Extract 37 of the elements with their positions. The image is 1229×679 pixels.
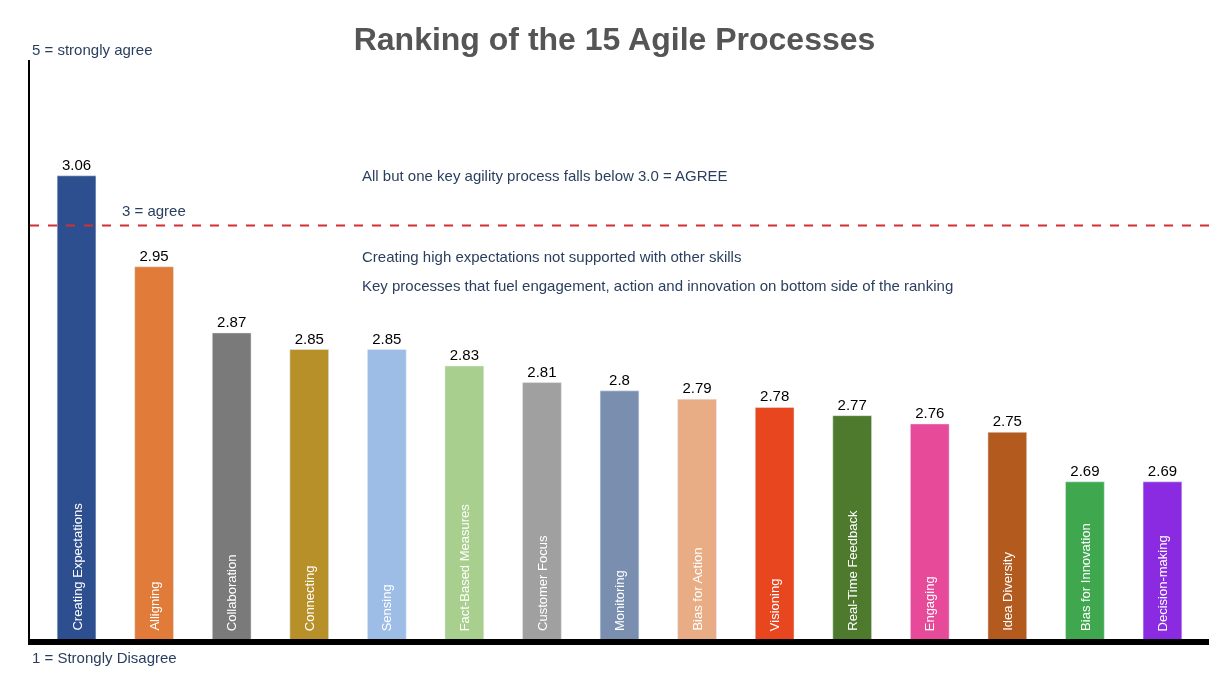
data-label: 2.69	[1147, 461, 1178, 479]
x-tick-label: Sensing	[379, 584, 395, 632]
x-tick-label: Creating Expectations	[69, 502, 85, 631]
data-label: 2.85	[372, 329, 402, 347]
x-tick-label: Idea Diversity	[999, 551, 1015, 631]
data-label: 2.69	[1070, 461, 1100, 479]
x-tick-label: Connecting	[302, 565, 318, 632]
data-label: 2.76	[915, 403, 945, 421]
data-label: 2.95	[139, 246, 169, 264]
annotation: All but one key agility process falls below 3.0 = AGREE	[362, 167, 728, 184]
text: 1 = Strongly Disagree	[32, 649, 177, 666]
x-tick-label: Engaging	[922, 576, 938, 632]
x-tick-label: Fact-Based Measures	[457, 503, 473, 632]
x-tick-label: Customer Focus	[534, 535, 550, 631]
data-label: 2.79	[682, 379, 712, 397]
text: 5 = strongly agree	[32, 41, 153, 58]
x-tick-label: Alligning	[146, 581, 162, 631]
data-label: 2.83	[449, 346, 479, 364]
x-tick-label: Collaboration	[224, 554, 240, 632]
data-label: 2.75	[992, 412, 1022, 430]
data-label: 2.87	[217, 312, 247, 330]
x-tick-label: Bias for Innovation	[1077, 523, 1093, 631]
data-label: 3.06	[61, 155, 92, 173]
data-label: 2.85	[294, 329, 324, 347]
x-tick-label: Monitoring	[612, 570, 627, 631]
annotation: Key processes that fuel engagement, action and innovation on bottom side of the ranking	[362, 277, 954, 294]
x-tick-label: Real-Time Feedback	[844, 510, 860, 631]
chart-title: Ranking of the 15 Agile Processes	[353, 20, 876, 57]
x-tick-label: Bias for Action	[689, 547, 705, 631]
data-label: 2.77	[837, 395, 867, 413]
data-label: 2.81	[527, 362, 557, 380]
x-tick-label: Visioning	[767, 578, 783, 632]
x-tick-label: Decision-making	[1155, 535, 1171, 632]
data-label: 2.8	[609, 370, 630, 388]
ref-line-label: 3 = agree	[122, 202, 186, 219]
data-label: 2.78	[760, 387, 790, 405]
annotation: Creating high expectations not supported with other skills	[362, 248, 742, 265]
